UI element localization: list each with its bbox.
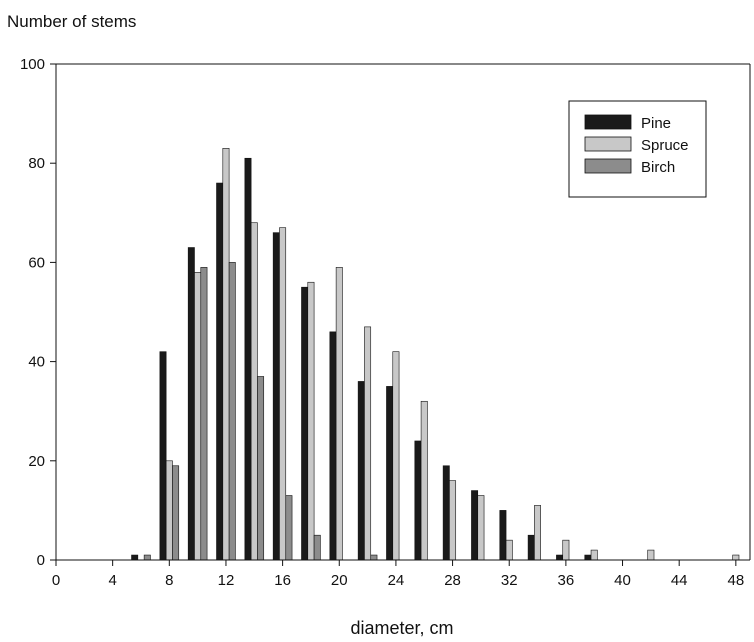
x-tick-label-0: 0 [52, 572, 60, 589]
x-tick-label-40: 40 [614, 572, 631, 589]
bar-pine-20 [330, 332, 336, 560]
bar-pine-6 [132, 555, 138, 560]
x-tick-label-12: 12 [218, 572, 235, 589]
x-tick-label-8: 8 [165, 572, 173, 589]
y-tick-label-0: 0 [37, 552, 45, 569]
y-tick-label-80: 80 [28, 155, 45, 172]
legend-label-spruce: Spruce [641, 137, 689, 154]
bar-pine-38 [585, 555, 591, 560]
legend: Pine Spruce Birch [569, 101, 706, 197]
bar-pine-30 [471, 491, 477, 560]
bar-pine-34 [528, 535, 534, 560]
bar-pine-36 [556, 555, 562, 560]
bar-pine-12 [217, 183, 223, 560]
bar-pine-14 [245, 158, 251, 560]
x-tick-label-16: 16 [274, 572, 291, 589]
bar-spruce-48 [733, 555, 739, 560]
x-tick-label-24: 24 [388, 572, 405, 589]
y-tick-label-40: 40 [28, 354, 45, 371]
bar-spruce-10 [194, 272, 200, 560]
legend-swatch-spruce [585, 137, 631, 151]
bar-birch-14 [257, 376, 263, 560]
bar-pine-16 [273, 233, 279, 560]
bar-spruce-24 [393, 352, 399, 560]
bar-pine-22 [358, 381, 364, 560]
x-tick-label-48: 48 [727, 572, 744, 589]
bar-spruce-42 [648, 550, 654, 560]
x-ticks-group: 0 4 8 12 16 20 24 28 32 36 40 44 48 [52, 560, 744, 589]
y-tick-label-20: 20 [28, 453, 45, 470]
x-tick-label-44: 44 [671, 572, 688, 589]
bar-spruce-28 [449, 481, 455, 560]
bar-birch-10 [201, 267, 207, 560]
bar-spruce-14 [251, 223, 257, 560]
bar-spruce-30 [478, 496, 484, 560]
bar-spruce-36 [563, 540, 569, 560]
bar-spruce-38 [591, 550, 597, 560]
x-tick-label-4: 4 [108, 572, 116, 589]
bar-spruce-12 [223, 148, 229, 560]
legend-swatch-birch [585, 159, 631, 173]
x-axis-label: diameter, cm [350, 618, 453, 638]
bar-spruce-18 [308, 282, 314, 560]
bars-group [132, 148, 739, 560]
bar-spruce-20 [336, 267, 342, 560]
bar-spruce-26 [421, 401, 427, 560]
bar-spruce-16 [279, 228, 285, 560]
bar-birch-22 [371, 555, 377, 560]
x-tick-label-28: 28 [444, 572, 461, 589]
bar-pine-28 [443, 466, 449, 560]
bar-pine-18 [301, 287, 307, 560]
legend-label-pine: Pine [641, 115, 671, 132]
legend-swatch-pine [585, 115, 631, 129]
bar-pine-8 [160, 352, 166, 560]
x-tick-label-20: 20 [331, 572, 348, 589]
bar-pine-24 [386, 386, 392, 560]
x-tick-label-36: 36 [558, 572, 575, 589]
bar-pine-26 [415, 441, 421, 560]
bar-spruce-22 [364, 327, 370, 560]
bar-birch-8 [172, 466, 178, 560]
bar-pine-32 [500, 510, 506, 560]
y-tick-label-60: 60 [28, 254, 45, 271]
legend-label-birch: Birch [641, 159, 675, 176]
x-tick-label-32: 32 [501, 572, 518, 589]
bar-birch-18 [314, 535, 320, 560]
bar-spruce-32 [506, 540, 512, 560]
y-tick-label-100: 100 [20, 56, 45, 73]
bar-birch-12 [229, 262, 235, 560]
bar-spruce-34 [534, 505, 540, 560]
bar-birch-16 [286, 496, 292, 560]
y-axis-label: Number of stems [7, 12, 136, 31]
bar-spruce-8 [166, 461, 172, 560]
y-ticks-group: 0 20 40 60 80 100 [20, 56, 56, 569]
bar-birch-6 [144, 555, 150, 560]
bar-pine-10 [188, 248, 194, 560]
